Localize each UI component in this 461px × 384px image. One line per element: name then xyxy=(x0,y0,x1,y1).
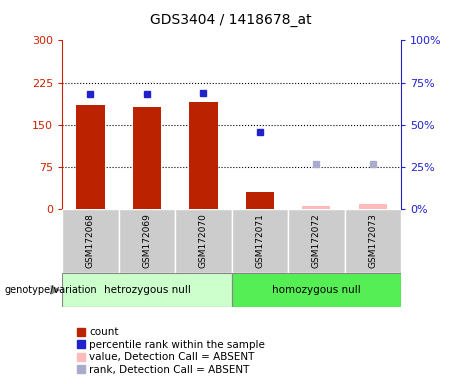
Bar xyxy=(302,207,331,209)
Text: homozygous null: homozygous null xyxy=(272,285,361,295)
Text: GSM172073: GSM172073 xyxy=(368,214,378,268)
Bar xyxy=(62,209,118,273)
Bar xyxy=(62,273,231,307)
Legend: count, percentile rank within the sample, value, Detection Call = ABSENT, rank, : count, percentile rank within the sample… xyxy=(77,327,265,375)
Text: genotype/variation: genotype/variation xyxy=(5,285,97,295)
Text: GSM172069: GSM172069 xyxy=(142,214,152,268)
Bar xyxy=(118,209,175,273)
Bar xyxy=(175,209,231,273)
Bar xyxy=(77,105,105,209)
Text: GSM172072: GSM172072 xyxy=(312,214,321,268)
Bar xyxy=(359,204,387,209)
Text: GSM172070: GSM172070 xyxy=(199,214,208,268)
Bar xyxy=(133,107,161,209)
Text: GDS3404 / 1418678_at: GDS3404 / 1418678_at xyxy=(150,13,311,27)
Bar xyxy=(344,209,401,273)
Text: hetrozygous null: hetrozygous null xyxy=(104,285,190,295)
Bar xyxy=(246,192,274,209)
Text: GSM172068: GSM172068 xyxy=(86,214,95,268)
Bar xyxy=(231,209,288,273)
Bar xyxy=(288,209,344,273)
Bar xyxy=(231,273,401,307)
Text: GSM172071: GSM172071 xyxy=(255,214,265,268)
Bar xyxy=(189,102,218,209)
